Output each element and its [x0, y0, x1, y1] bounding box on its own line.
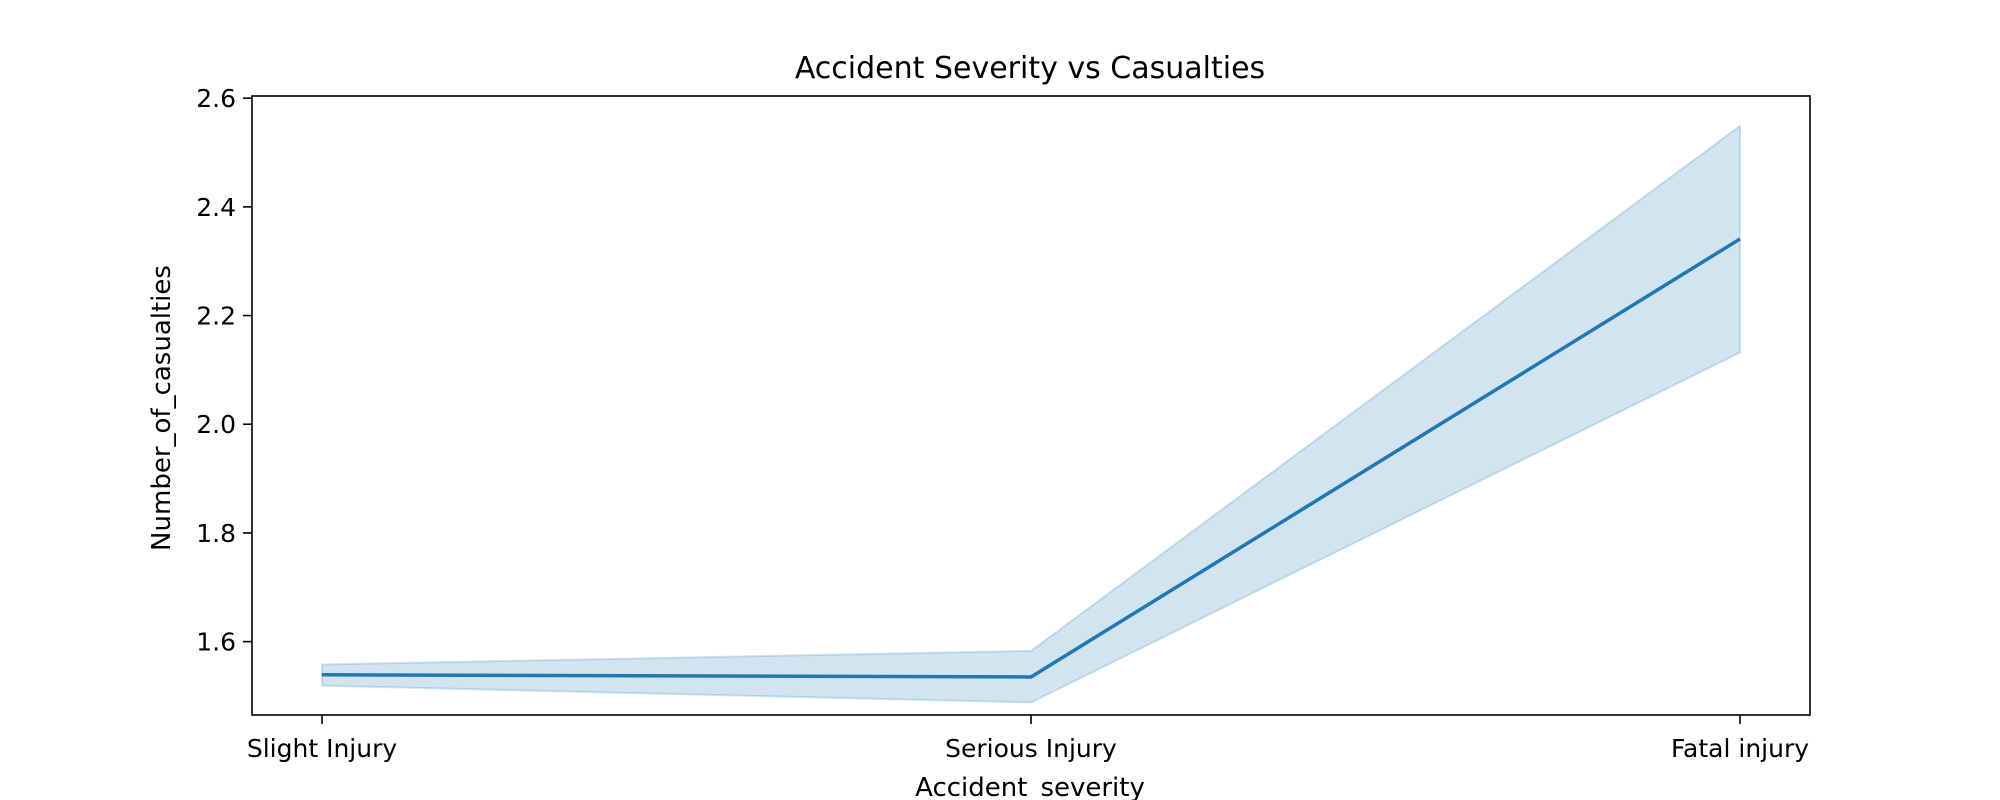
x-axis: Slight Injury Serious Injury Fatal injury	[247, 715, 1809, 763]
x-axis-label: Accident_severity	[915, 773, 1145, 800]
y-axis-label: Number_of_casualties	[147, 265, 177, 551]
x-tick-label: Serious Injury	[945, 734, 1117, 763]
series-line	[321, 237, 1741, 679]
y-tick-label: 1.6	[196, 628, 236, 657]
confidence-band	[321, 123, 1741, 704]
y-tick-label: 2.2	[196, 302, 236, 331]
chart-title: Accident Severity vs Casualties	[795, 51, 1265, 86]
y-axis: 1.6 1.8 2.0 2.2 2.4 2.6	[196, 84, 252, 657]
x-tick-label: Fatal injury	[1671, 734, 1809, 763]
y-tick-label: 1.8	[196, 519, 236, 548]
y-tick-label: 2.4	[196, 193, 236, 222]
y-tick-label: 2.0	[196, 410, 236, 439]
y-tick-label: 2.6	[196, 84, 236, 113]
x-tick-label: Slight Injury	[247, 734, 398, 763]
plot-area	[321, 123, 1741, 704]
